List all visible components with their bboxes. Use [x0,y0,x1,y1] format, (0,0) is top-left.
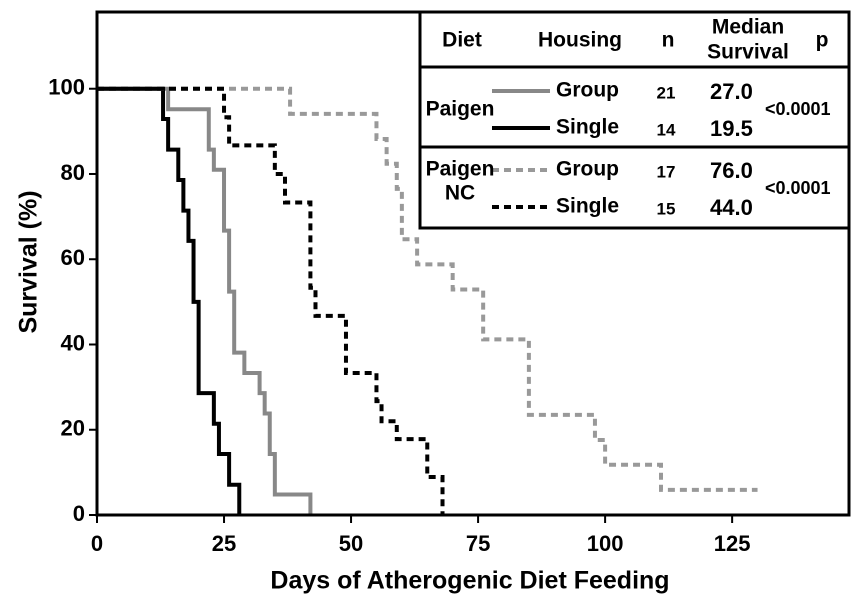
table-p: <0.0001 [765,178,831,198]
table-header: Housing [538,29,622,52]
y-tick-label: 80 [61,160,85,185]
table-header: Survival [707,41,789,64]
x-tick-label: 125 [714,531,751,556]
table-header: n [662,29,675,52]
x-axis-title: Days of Atherogenic Diet Feeding [270,567,669,595]
y-tick-label: 20 [61,416,85,441]
table-n: 17 [657,162,676,181]
legend-label: Single [556,116,619,139]
y-tick-label: 100 [48,75,85,100]
table-diet: NC [445,182,475,205]
table-n: 15 [657,199,676,218]
legend-label: Group [556,79,619,102]
legend-label: Single [556,195,619,218]
table-median: 27.0 [710,79,753,104]
survival-curve [97,86,758,492]
table-diet: Paigen [426,98,495,121]
x-tick-label: 0 [91,531,103,556]
y-tick-label: 40 [61,330,85,355]
x-tick-label: 75 [466,531,490,556]
table-header: p [816,29,829,52]
table-diet: Paigen [426,158,495,181]
legend-label: Group [556,158,619,181]
survival-curve [97,86,313,515]
y-tick-label: 60 [61,245,85,270]
table-p: <0.0001 [765,99,831,119]
x-tick-label: 25 [212,531,236,556]
survival-curve [97,86,242,515]
y-tick-label: 0 [73,501,85,526]
table-n: 14 [657,120,676,139]
table-n: 21 [657,83,676,102]
table-median: 76.0 [710,158,753,183]
table-median: 44.0 [710,195,753,220]
x-tick-label: 100 [587,531,624,556]
table-header: Diet [442,29,482,52]
table-header: Median [712,16,784,39]
table-median: 19.5 [710,116,753,141]
x-tick-label: 50 [339,531,363,556]
survival-curve [97,86,445,515]
legend-table [418,10,851,230]
y-axis-title: Survival (%) [15,190,43,333]
